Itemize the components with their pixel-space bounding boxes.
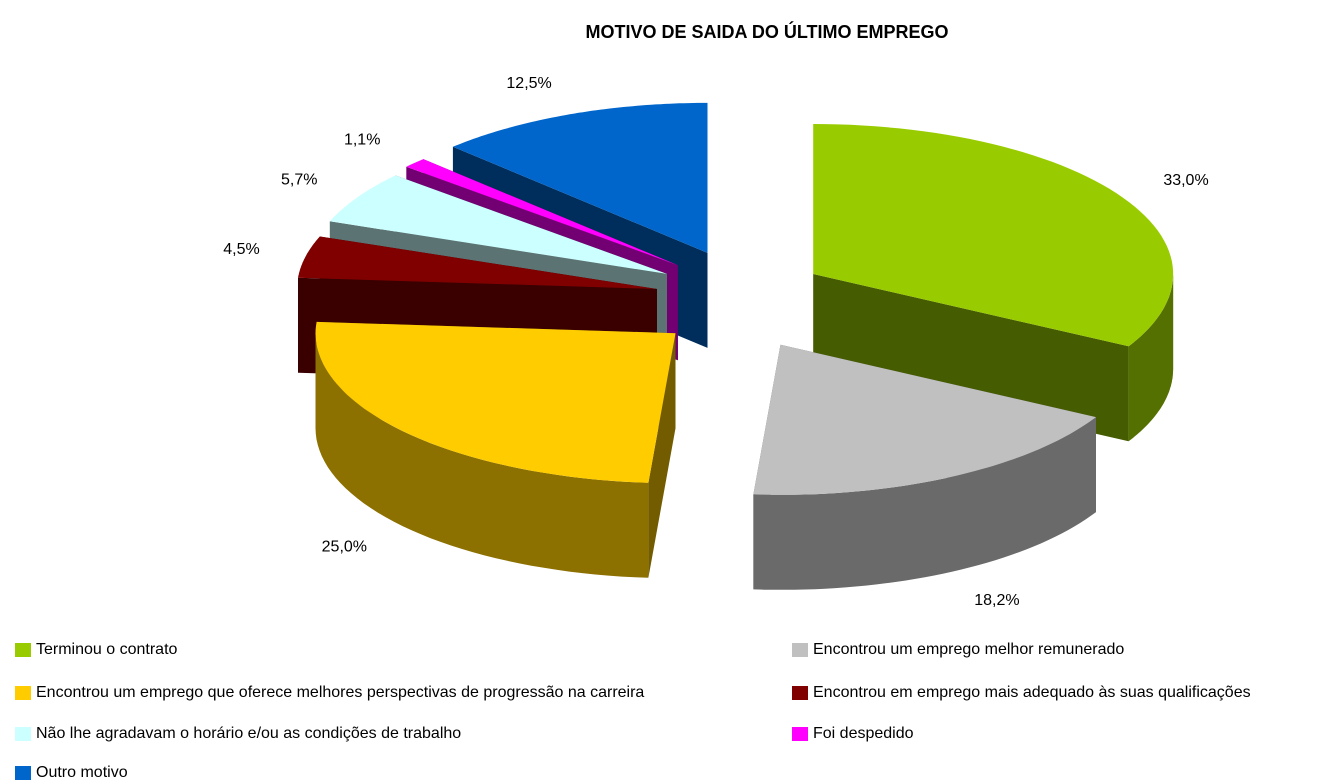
data-label: 18,2% [974,592,1019,609]
legend-label: Encontrou um emprego melhor remunerado [813,641,1124,658]
legend-label: Não lhe agradavam o horário e/ou as cond… [36,725,461,742]
slice [753,344,1096,590]
slice-wall [1128,274,1174,442]
legend-swatch [792,643,808,657]
legend-swatch [792,727,808,741]
legend-label: Terminou o contrato [36,641,178,658]
chart-title: MOTIVO DE SAIDA DO ÚLTIMO EMPREGO [585,21,948,42]
slice-wall [753,417,1096,590]
data-label: 25,0% [322,539,367,556]
data-label: 5,7% [281,171,317,188]
slice [315,321,676,578]
legend-label: Encontrou em emprego mais adequado às su… [813,684,1251,701]
legend-swatch [15,766,31,780]
legend-swatch [15,686,31,700]
legend-label: Outro motivo [36,764,128,781]
data-label: 4,5% [223,241,259,258]
slice-top [406,159,678,266]
slice-top [753,344,1096,495]
data-label: 1,1% [344,132,380,149]
data-label: 12,5% [506,75,551,92]
slice-top [298,236,657,289]
legend-swatch [792,686,808,700]
slice-side [813,274,1129,442]
slice [813,124,1174,442]
legend-swatch [15,727,31,741]
slice-top [452,102,708,253]
legend-label: Foi despedido [813,725,914,742]
slice-top [813,124,1174,347]
legend-label: Encontrou um emprego que oferece melhore… [36,684,644,701]
legend-swatch [15,643,31,657]
slice-wall [315,333,649,578]
slice-top [315,321,676,483]
slice-top [329,175,667,274]
data-label: 33,0% [1163,172,1208,189]
